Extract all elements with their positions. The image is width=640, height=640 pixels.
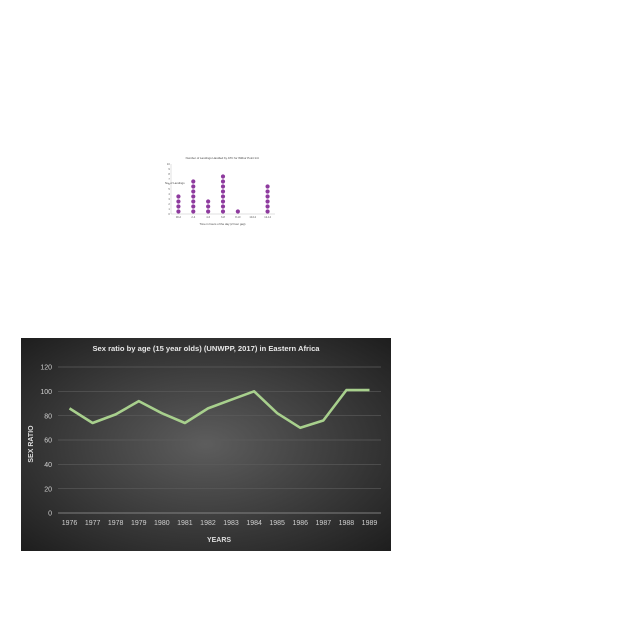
dot-mark bbox=[236, 209, 240, 213]
x-tick-label: 1985 bbox=[269, 520, 285, 527]
line-chart: Sex ratio by age (15 year olds) (UNWPP, … bbox=[21, 338, 391, 551]
dot-mark bbox=[265, 209, 269, 213]
dot-plot-y-tick: 3 bbox=[168, 197, 170, 201]
dot-mark bbox=[221, 174, 225, 178]
y-tick-label: 100 bbox=[40, 389, 52, 396]
dot-mark bbox=[191, 194, 195, 198]
x-tick-label: 1976 bbox=[62, 520, 78, 527]
dot-mark bbox=[191, 179, 195, 183]
line-chart-title: Sex ratio by age (15 year olds) (UNWPP, … bbox=[92, 344, 320, 353]
x-tick-label: 1988 bbox=[339, 520, 355, 527]
dot-plot-x-tick: 8-10 bbox=[235, 215, 241, 219]
dot-plot-x-tick: 2-4 bbox=[191, 215, 195, 219]
y-tick-label: 60 bbox=[44, 438, 52, 445]
x-tick-label: 1989 bbox=[362, 520, 378, 527]
dot-mark bbox=[265, 184, 269, 188]
dot-mark bbox=[206, 209, 210, 213]
dot-mark bbox=[221, 184, 225, 188]
dot-mark bbox=[176, 209, 180, 213]
dot-mark bbox=[206, 204, 210, 208]
x-tick-label: 1984 bbox=[246, 520, 262, 527]
x-tick-label: 1980 bbox=[154, 520, 170, 527]
dot-plot-y-tick: 8 bbox=[168, 172, 170, 176]
x-tick-label: 1986 bbox=[292, 520, 308, 527]
dot-plot-y-tick: 0 bbox=[168, 212, 170, 216]
dot-plot-y-tick: 9 bbox=[168, 167, 170, 171]
x-tick-label: 1978 bbox=[108, 520, 124, 527]
y-tick-label: 120 bbox=[40, 365, 52, 372]
dot-plot-svg: Number of Landings Handled by ATC for Wi… bbox=[165, 155, 280, 228]
y-tick-label: 40 bbox=[44, 462, 52, 469]
dot-mark bbox=[206, 199, 210, 203]
dot-mark bbox=[176, 194, 180, 198]
dot-plot-xlabel: Time in hours of the day (2 hour gap) bbox=[200, 222, 246, 226]
dot-plot-x-tick: 10-12 bbox=[249, 215, 256, 219]
dot-plot-y-tick: 10 bbox=[167, 162, 170, 166]
dot-mark bbox=[221, 194, 225, 198]
dot-mark bbox=[221, 204, 225, 208]
dot-mark bbox=[221, 189, 225, 193]
dot-mark bbox=[265, 204, 269, 208]
dot-plot-x-tick: 12-14 bbox=[264, 215, 271, 219]
line-chart-svg: Sex ratio by age (15 year olds) (UNWPP, … bbox=[21, 338, 391, 551]
dot-mark bbox=[265, 199, 269, 203]
dot-plot-chart: Number of Landings Handled by ATC for Wi… bbox=[165, 155, 280, 228]
dot-mark bbox=[191, 189, 195, 193]
x-tick-label: 1983 bbox=[223, 520, 239, 527]
dot-mark bbox=[191, 184, 195, 188]
dot-mark bbox=[176, 199, 180, 203]
x-tick-label: 1987 bbox=[316, 520, 332, 527]
line-chart-xlabel: YEARS bbox=[207, 537, 231, 544]
x-tick-label: 1977 bbox=[85, 520, 101, 527]
dot-mark bbox=[221, 199, 225, 203]
dot-plot-y-tick: 4 bbox=[168, 192, 170, 196]
dot-plot-y-tick: 5 bbox=[168, 187, 170, 191]
dot-mark bbox=[176, 204, 180, 208]
x-tick-label: 1979 bbox=[131, 520, 147, 527]
y-tick-label: 0 bbox=[48, 511, 52, 518]
line-chart-ylabel: SEX RATIO bbox=[28, 425, 35, 463]
dot-plot-y-tick: 2 bbox=[168, 202, 170, 206]
dot-mark bbox=[191, 204, 195, 208]
dot-plot-title: Number of Landings Handled by ATC for Wi… bbox=[186, 156, 260, 160]
y-tick-label: 20 bbox=[44, 486, 52, 493]
dot-mark bbox=[221, 179, 225, 183]
dot-plot-x-tick: 4-6 bbox=[206, 215, 210, 219]
x-tick-label: 1981 bbox=[177, 520, 193, 527]
x-tick-label: 1982 bbox=[200, 520, 216, 527]
dot-plot-y-tick: 1 bbox=[168, 207, 170, 211]
y-tick-label: 80 bbox=[44, 413, 52, 420]
dot-plot-x-tick: 00-2 bbox=[176, 215, 182, 219]
dot-mark bbox=[191, 199, 195, 203]
dot-mark bbox=[265, 194, 269, 198]
dot-plot-x-tick: 6-8 bbox=[221, 215, 225, 219]
dot-mark bbox=[221, 209, 225, 213]
dot-mark bbox=[191, 209, 195, 213]
dot-mark bbox=[265, 189, 269, 193]
